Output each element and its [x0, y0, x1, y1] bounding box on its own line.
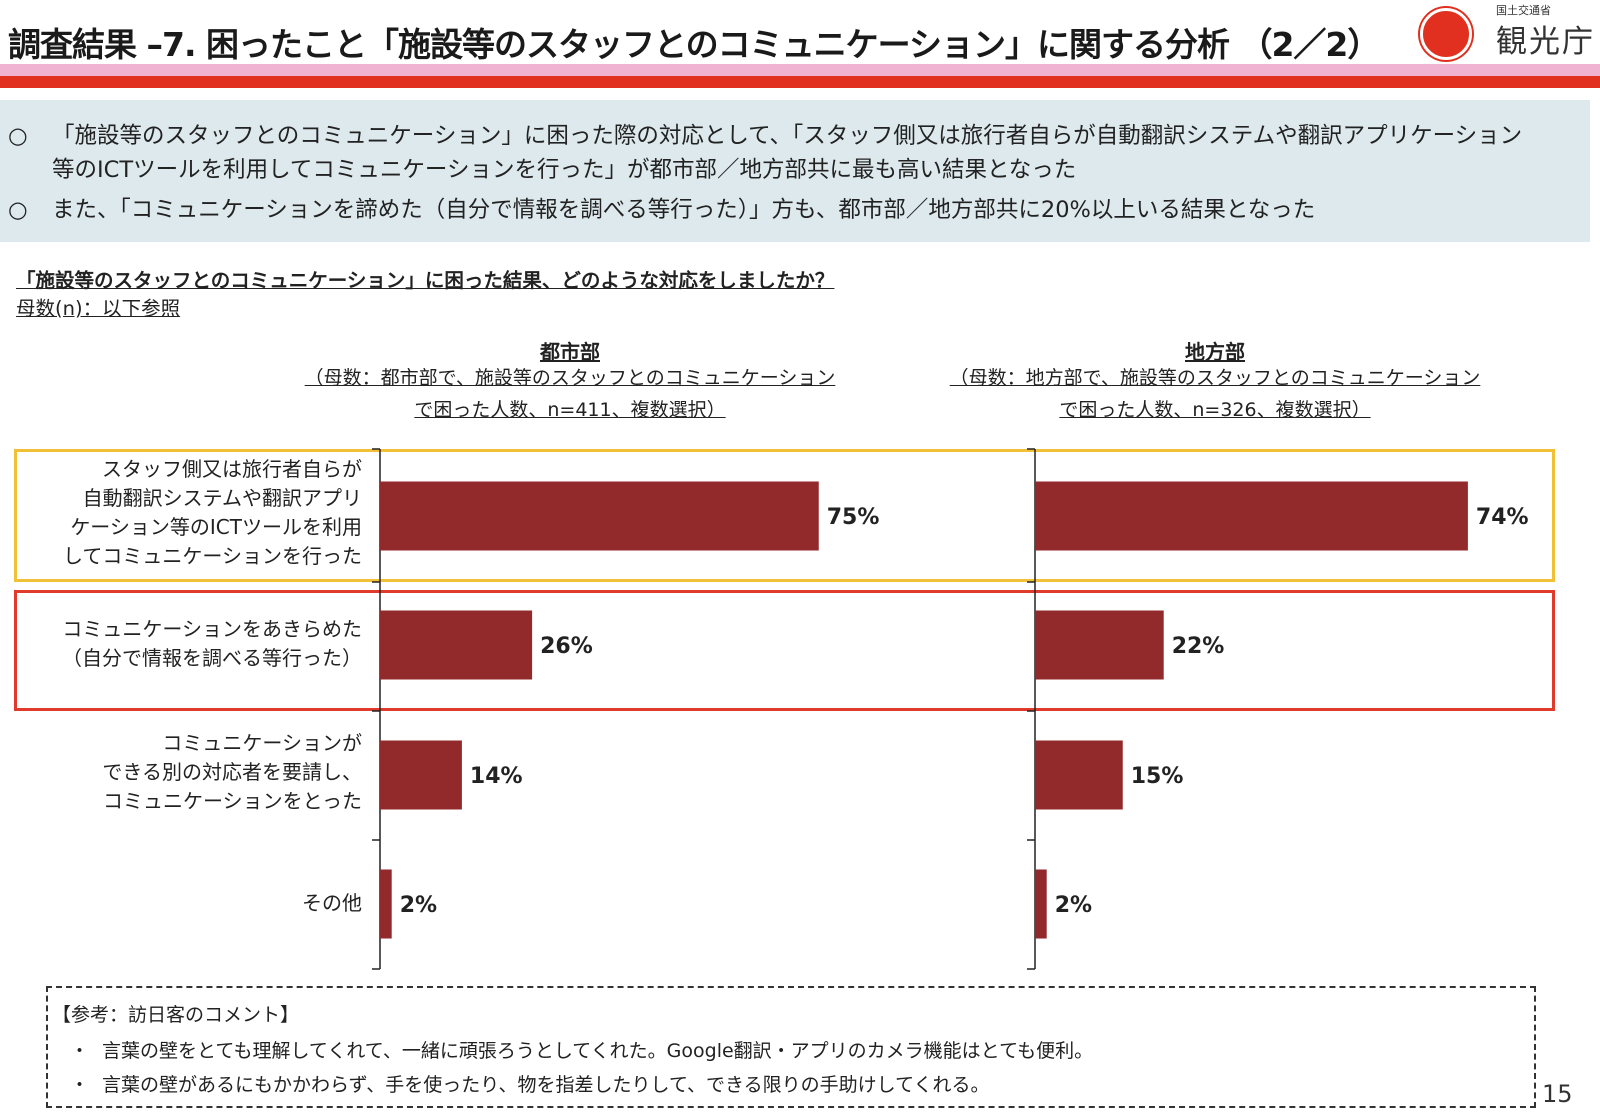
summary-line-2: 等のICTツールを利用してコミュニケーションを行った」が都市部／地方部共に最も高…: [8, 152, 1076, 184]
base-note: 母数(n)：以下参照: [16, 297, 181, 320]
category-label-line: ケーション等のICTツールを利用: [70, 515, 362, 539]
comment-item: ・言葉の壁をとても理解してくれて、一緒に頑張ろうとしてくれた。Google翻訳・…: [70, 1036, 1093, 1063]
comment-bullet-icon: ・: [70, 1040, 90, 1062]
logo-agency-text: 観光庁: [1496, 24, 1595, 60]
category-label-line: コミュニケーションが: [162, 731, 362, 755]
bar-value-label: 2%: [400, 893, 437, 918]
panel-note-line: で困った人数、n=326、複数選択）: [1059, 399, 1371, 421]
panel-note-line: で困った人数、n=411、複数選択）: [414, 399, 726, 421]
bar-value-label: 74%: [1476, 505, 1529, 530]
comment-item: ・言葉の壁があるにもかかわらず、手を使ったり、物を指差したりして、できる限りの手…: [70, 1070, 990, 1097]
bar-value-label: 22%: [1172, 634, 1225, 659]
bar-value-label: 2%: [1055, 893, 1092, 918]
summary-text: 「施設等のスタッフとのコミュニケーション」に困った際の対応として、「スタッフ側又…: [52, 123, 1523, 149]
bar-rural-0: [1035, 481, 1468, 551]
bar-value-label: 26%: [540, 634, 593, 659]
category-label: コミュニケーションをあきらめた （自分で情報を調べる等行った）: [62, 615, 362, 673]
category-label-line: （自分で情報を調べる等行った）: [62, 646, 362, 670]
category-label-line: コミュニケーションをとった: [103, 789, 362, 813]
category-label: コミュニケーションが できる別の対応者を要請し、 コミュニケーションをとった: [102, 729, 362, 816]
header-stripe-red: [0, 76, 1600, 88]
bar-value-label: 15%: [1131, 764, 1184, 789]
visitor-comments-box: 【参考：訪日客のコメント】 ・言葉の壁をとても理解してくれて、一緒に頑張ろうとし…: [46, 986, 1536, 1108]
summary-line-1: ○ 「施設等のスタッフとのコミュニケーション」に困った際の対応として、「スタッフ側…: [8, 118, 1522, 150]
comment-text: 言葉の壁をとても理解してくれて、一緒に頑張ろうとしてくれた。Google翻訳・ア…: [102, 1040, 1094, 1062]
summary-text: また、「コミュニケーションを諦めた（自分で情報を調べる等行った）」方も、都市部／…: [52, 197, 1316, 223]
bar-value-label: 14%: [470, 764, 523, 789]
category-label: その他: [302, 889, 362, 918]
category-label-line: スタッフ側又は旅行者自らが: [102, 457, 362, 481]
category-label-line: コミュニケーションをあきらめた: [62, 617, 362, 641]
category-label: スタッフ側又は旅行者自らが 自動翻訳システムや翻訳アプリ ケーション等のICTツ…: [63, 455, 362, 571]
logo-ministry-text: 国土交通省: [1496, 4, 1551, 17]
bar-urban-3: [380, 869, 392, 939]
panel-note-line: （母数：都市部で、施設等のスタッフとのコミュニケーション: [304, 367, 836, 389]
highlight-box-ict: [14, 449, 1555, 582]
category-label-line: してコミュニケーションを行った: [63, 544, 362, 568]
summary-box: ○ 「施設等のスタッフとのコミュニケーション」に困った際の対応として、「スタッフ側…: [0, 100, 1590, 242]
bar-rural-1: [1035, 610, 1164, 680]
panel-note-line: （母数：地方部で、施設等のスタッフとのコミュニケーション: [949, 367, 1481, 389]
comment-text: 言葉の壁があるにもかかわらず、手を使ったり、物を指差したりして、できる限りの手助…: [102, 1074, 990, 1096]
agency-logo: 国土交通省 観光庁: [1418, 2, 1600, 60]
category-label-line: 自動翻訳システムや翻訳アプリ: [82, 486, 362, 510]
bar-value-label: 75%: [827, 505, 880, 530]
panel-title-urban: 都市部: [540, 340, 600, 364]
summary-text: 等のICTツールを利用してコミュニケーションを行った」が都市部／地方部共に最も高…: [52, 157, 1077, 183]
bar-urban-1: [380, 610, 533, 680]
panel-note-urban: （母数：都市部で、施設等のスタッフとのコミュニケーション で困った人数、n=41…: [280, 362, 860, 426]
category-label-line: その他: [302, 891, 362, 915]
summary-bullet-icon: ○: [8, 197, 28, 223]
summary-bullet-icon: ○: [8, 123, 28, 149]
category-label-line: できる別の対応者を要請し、: [102, 760, 362, 784]
comment-bullet-icon: ・: [70, 1074, 90, 1096]
bar-rural-2: [1035, 740, 1123, 810]
survey-question: 「施設等のスタッフとのコミュニケーション」に困った結果、どのような対応をしました…: [16, 269, 835, 292]
panel-note-rural: （母数：地方部で、施設等のスタッフとのコミュニケーション で困った人数、n=32…: [925, 362, 1505, 426]
highlight-box-gave-up: [14, 590, 1555, 711]
bar-urban-2: [380, 740, 462, 810]
page-number: 15: [1542, 1080, 1573, 1108]
bar-urban-0: [380, 481, 819, 551]
panel-title-rural: 地方部: [1185, 340, 1245, 364]
header-stripe-pink: [0, 64, 1600, 76]
page-title: 調査結果 –7. 困ったこと「施設等のスタッフとのコミュニケーション」に関する分…: [8, 25, 1380, 64]
comments-heading: 【参考：訪日客のコメント】: [52, 1004, 300, 1026]
logo-sun-icon: [1420, 8, 1472, 60]
summary-line-3: ○ また、「コミュニケーションを諦めた（自分で情報を調べる等行った）」方も、都市部…: [8, 192, 1315, 224]
bar-rural-3: [1035, 869, 1047, 939]
